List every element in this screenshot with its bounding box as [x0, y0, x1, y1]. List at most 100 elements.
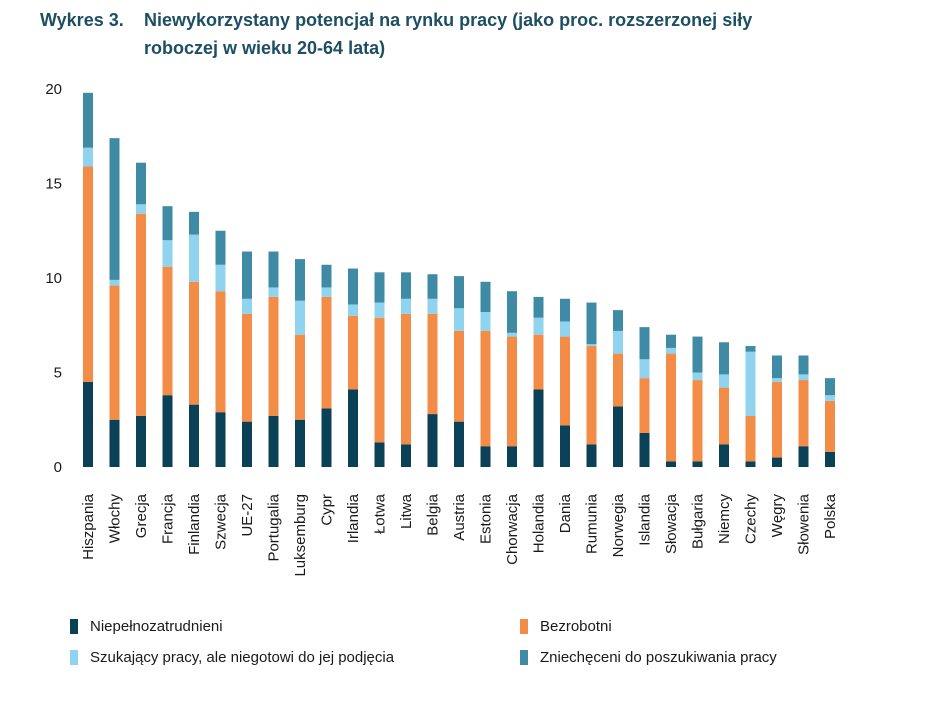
bar-segment-unemployed	[533, 334, 544, 390]
x-tick-label: Włochy	[107, 494, 124, 544]
bar-segment-discouraged	[639, 327, 650, 360]
bar-segment-unemployed	[162, 266, 173, 396]
bar-segment-discouraged	[268, 251, 279, 288]
legend: Niepełnozatrudnieni Bezrobotni Szukający…	[70, 618, 910, 688]
x-tick-label: Islandia	[637, 493, 654, 545]
bar-segment-seeking_not_available	[242, 298, 252, 314]
bar-segment-discouraged	[507, 291, 517, 333]
bar-segment-underemployed	[374, 442, 385, 467]
bar-segment-seeking_not_available	[692, 372, 703, 381]
bar-segment-underemployed	[242, 421, 252, 467]
bar-segment-seeking_not_available	[136, 204, 146, 214]
x-tick-label: Finlandia	[186, 493, 203, 555]
bar-segment-unemployed	[586, 346, 597, 445]
bar-segment-discouraged	[162, 206, 173, 241]
bar-segment-discouraged	[83, 92, 93, 148]
x-tick-label: Cypr	[319, 494, 336, 526]
bar-segment-discouraged	[613, 310, 623, 331]
bar-segment-unemployed	[798, 380, 809, 447]
legend-swatch-seeking-not-available	[70, 650, 78, 665]
legend-item-seeking-not-available: Szukający pracy, ale niegotowi do jej po…	[70, 649, 394, 666]
bar-segment-discouraged	[719, 342, 729, 375]
x-tick-label: Austria	[451, 493, 468, 540]
figure-label: Wykres 3.	[40, 10, 124, 30]
bar-segment-discouraged	[560, 298, 570, 322]
bar-segment-unemployed	[772, 381, 782, 458]
bar-segment-unemployed	[109, 285, 120, 420]
bar-segment-discouraged	[189, 211, 199, 235]
bar-segment-unemployed	[348, 315, 358, 390]
y-tick-label: 0	[54, 459, 62, 476]
stacked-bar-chart: 0 5 10 15 20 Hiszpania Włochy Grecja Francja Fin…	[45, 81, 839, 577]
x-tick-label: Dania	[557, 493, 574, 533]
bar-segment-seeking_not_available	[427, 298, 438, 314]
x-tick-label: Luksemburg	[292, 494, 309, 577]
bar-segment-seeking_not_available	[83, 147, 93, 167]
bar-segment-discouraged	[215, 230, 226, 265]
y-axis: 0 5 10 15 20	[45, 81, 62, 476]
bar-segment-underemployed	[401, 444, 411, 467]
legend-label: Szukający pracy, ale niegotowi do jej po…	[90, 649, 395, 666]
bar-segment-seeking_not_available	[798, 374, 809, 381]
x-tick-label: Grecja	[133, 493, 150, 538]
bar-segment-seeking_not_available	[533, 317, 544, 335]
x-tick-label: Litwa	[398, 493, 415, 529]
bar-segment-unemployed	[613, 353, 623, 407]
bar-segment-seeking_not_available	[772, 378, 782, 382]
bar-segment-seeking_not_available	[480, 312, 491, 331]
bar-segment-underemployed	[215, 412, 226, 467]
legend-label: Niepełnozatrudnieni	[90, 618, 223, 635]
legend-swatch-underemployed	[70, 619, 78, 634]
bar-segment-underemployed	[136, 415, 146, 467]
bar-segment-seeking_not_available	[613, 330, 623, 354]
bar-segment-seeking_not_available	[189, 234, 199, 282]
x-tick-label: Belgia	[425, 493, 442, 535]
bar-segment-seeking_not_available	[560, 321, 570, 337]
bar-segment-unemployed	[560, 336, 570, 426]
bar-segment-seeking_not_available	[401, 298, 411, 314]
x-tick-label: Chorwacja	[504, 493, 521, 565]
x-tick-label: Polska	[822, 493, 839, 539]
x-tick-label: Holandia	[531, 493, 548, 553]
legend-item-underemployed: Niepełnozatrudnieni	[70, 618, 223, 635]
x-tick-label: Hiszpania	[80, 493, 97, 560]
x-tick-label: Węgry	[769, 494, 786, 538]
bar-segment-discouraged	[772, 355, 782, 379]
bar-segment-seeking_not_available	[348, 304, 358, 316]
bar-segment-unemployed	[401, 313, 411, 445]
bar-segment-discouraged	[374, 272, 385, 303]
bar-segment-discouraged	[586, 302, 597, 345]
legend-item-discouraged: Zniechęceni do poszukiwania pracy	[520, 649, 777, 666]
bar-segment-unemployed	[692, 380, 703, 462]
bar-segment-unemployed	[507, 336, 517, 447]
y-tick-label: 10	[45, 270, 62, 287]
bar-segment-discouraged	[427, 274, 438, 299]
bar-segment-unemployed	[454, 330, 464, 422]
bar-segment-seeking_not_available	[268, 287, 279, 297]
bar-segment-discouraged	[798, 355, 809, 375]
x-tick-label: Rumunia	[584, 493, 601, 554]
bar-segment-unemployed	[719, 387, 729, 445]
x-tick-label: Norwegia	[610, 493, 627, 557]
x-tick-label: Portugalia	[266, 493, 283, 561]
x-tick-label: Łotwa	[372, 493, 389, 534]
bar-segment-discouraged	[348, 268, 358, 305]
x-tick-label: Irlandia	[345, 493, 362, 543]
bar-segment-discouraged	[454, 276, 464, 309]
bar-segment-underemployed	[348, 389, 358, 467]
bar-segment-underemployed	[454, 421, 464, 467]
bar-segment-unemployed	[242, 313, 252, 422]
bar-segment-underemployed	[772, 457, 782, 467]
bar-segment-seeking_not_available	[109, 279, 120, 286]
bar-segment-underemployed	[692, 461, 703, 467]
y-tick-label: 15	[45, 176, 62, 193]
bar-segment-underemployed	[109, 419, 120, 467]
legend-swatch-unemployed	[520, 619, 528, 634]
bar-segment-discouraged	[480, 281, 491, 313]
bar-segment-seeking_not_available	[825, 395, 835, 401]
bars	[83, 92, 835, 467]
bar-segment-unemployed	[825, 400, 835, 452]
x-tick-label: Niemcy	[716, 494, 733, 545]
bar-segment-discouraged	[825, 378, 835, 396]
bar-segment-unemployed	[666, 353, 676, 462]
